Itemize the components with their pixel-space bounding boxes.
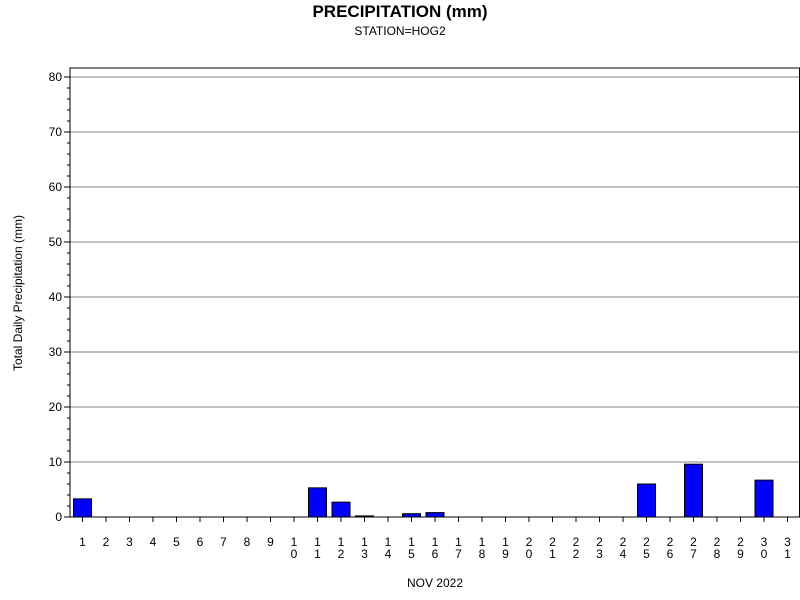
y-tick-label: 30 [49,345,63,359]
x-tick-label: 1 [79,535,86,549]
y-tick-label: 70 [49,125,63,139]
chart-title: PRECIPITATION (mm) [312,2,487,21]
y-tick-label: 40 [49,290,63,304]
y-tick-label: 0 [55,510,62,524]
y-axis-label: Total Daily Precipitation (mm) [11,215,25,371]
x-tick-label: 8 [244,535,251,549]
x-axis-label: NOV 2022 [407,576,463,590]
x-tick-label: 7 [220,535,227,549]
bars [73,463,774,518]
x-axis-ticks: 1 2 3 4 5 6 7 8 9 1 01 11 21 31 41 51 61 71 81 92 02 12 22 32 42… [79,517,791,561]
plot-frame [69,67,800,518]
bar-day-12 [331,501,351,518]
y-tick-label: 20 [49,400,63,414]
chart-subtitle: STATION=HOG2 [354,24,446,38]
x-tick-label: 4 [150,535,157,549]
y-tick-label: 60 [49,180,63,194]
bar-day-27 [684,463,703,518]
y-tick-label: 10 [49,455,63,469]
x-tick-label: 6 [197,535,204,549]
x-tick-label: 2 [103,535,110,549]
x-tick-label: 9 [267,535,274,549]
axes [69,67,800,518]
bar-day-30 [754,479,774,518]
y-tick-label: 80 [49,70,63,84]
gridlines [70,76,800,463]
bar-day-16 [425,512,445,518]
bar-day-11 [308,487,327,518]
bar-day-1 [73,498,92,518]
x-tick-label: 3 [126,535,133,549]
x-tick-label: 5 [173,535,180,549]
y-axis-ticks: 0 10 20 30 40 50 60 70 80 [49,70,70,524]
bar-day-25 [637,483,656,518]
y-tick-label: 50 [49,235,63,249]
